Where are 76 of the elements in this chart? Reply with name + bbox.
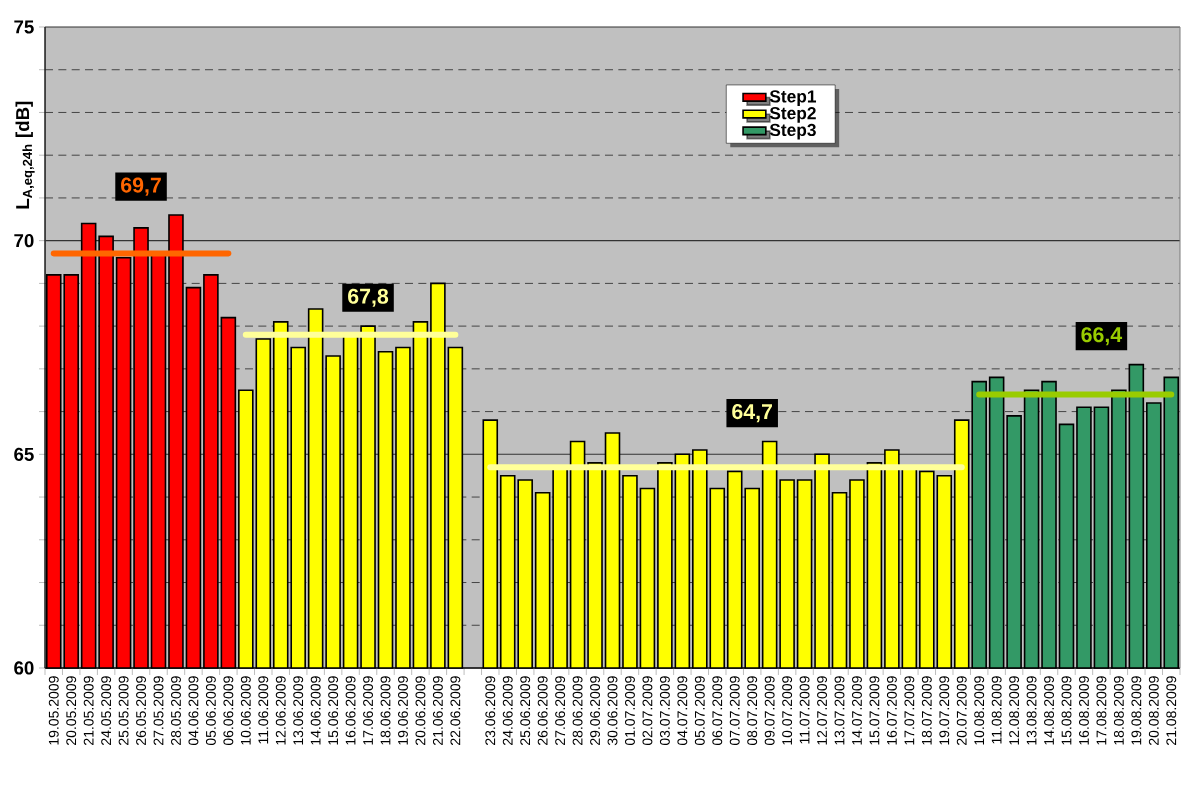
y-tick-label: 60	[14, 661, 34, 675]
x-tick-label: 05.06.2009	[205, 676, 216, 746]
x-tick-label: 19.06.2009	[398, 676, 408, 745]
x-tick-label: 27.06.2009	[555, 676, 566, 745]
x-tick-label: 24.05.2009	[101, 676, 112, 745]
x-tick-label: 20.05.2009	[66, 676, 77, 745]
x-tick-label: 27.05.2009	[153, 676, 164, 745]
legend-label: Step1	[769, 90, 817, 106]
x-tick-label: 17.07.2009	[904, 676, 915, 745]
data-label: 67,8	[348, 288, 389, 307]
x-tick-label: 29.06.2009	[590, 676, 600, 745]
x-tick-label: 06.07.2009	[712, 676, 723, 746]
x-tick-label: 18.07.2009	[921, 676, 932, 745]
x-tick-label: 19.05.2009	[48, 676, 59, 745]
x-tick-label: 01.07.2009	[625, 676, 635, 746]
x-tick-label: 11.08.2009	[991, 676, 1002, 744]
x-tick-label: 26.05.2009	[136, 676, 147, 745]
x-tick-label: 13.06.2009	[293, 676, 304, 745]
x-tick-label: 17.08.2009	[1096, 676, 1107, 745]
x-tick-label: 22.06.2009	[450, 676, 461, 745]
x-tick-label: 04.06.2009	[188, 676, 199, 746]
x-tick-label: 13.07.2009	[834, 676, 845, 745]
x-tick-label: 15.06.2009	[328, 676, 339, 745]
x-tick-label: 03.07.2009	[659, 676, 670, 746]
x-tick-label: 21.05.2009	[83, 676, 94, 745]
x-tick-label: 04.07.2009	[677, 676, 688, 746]
x-tick-label: 09.07.2009	[764, 676, 775, 746]
x-tick-label: 16.07.2009	[886, 676, 897, 745]
x-tick-label: 28.06.2009	[572, 676, 583, 745]
x-tick-label: 13.08.2009	[1026, 676, 1037, 745]
x-tick-label: 20.08.2009	[1148, 676, 1159, 745]
x-tick-label: 16.06.2009	[345, 676, 356, 745]
x-tick-label: 07.07.2009	[729, 676, 740, 746]
x-tick-label: 12.07.2009	[817, 676, 827, 745]
y-tick-label: 70	[14, 234, 34, 248]
data-label: 64,7	[732, 404, 772, 423]
x-tick-label: 25.06.2009	[520, 676, 531, 745]
y-axis-title: L$_{A,eq,24h}$ [dB]	[15, 101, 35, 209]
x-tick-label: 08.07.2009	[747, 676, 758, 746]
x-tick-label: 10.06.2009	[240, 676, 251, 745]
x-tick-label: 14.08.2009	[1044, 676, 1054, 745]
x-tick-label: 10.07.2009	[782, 676, 793, 745]
data-label: 66,4	[1081, 327, 1123, 346]
x-tick-label: 25.05.2009	[118, 676, 129, 745]
x-tick-label: 24.06.2009	[502, 676, 513, 745]
x-tick-label: 11.07.2009	[799, 676, 810, 744]
x-tick-label: 12.06.2009	[275, 676, 286, 745]
x-tick-label: 19.08.2009	[1131, 676, 1142, 745]
data-label: 69,7	[121, 177, 161, 196]
x-tick-label: 21.08.2009	[1166, 676, 1177, 745]
x-tick-label: 06.06.2009	[223, 676, 234, 746]
x-tick-label: 21.06.2009	[432, 676, 443, 745]
x-tick-label: 28.05.2009	[171, 676, 181, 745]
x-tick-label: 18.08.2009	[1113, 676, 1124, 745]
x-tick-label: 10.08.2009	[974, 676, 985, 745]
x-tick-label: 11.06.2009	[258, 676, 269, 744]
x-tick-label: 05.07.2009	[694, 676, 705, 746]
x-tick-label: 16.08.2009	[1079, 676, 1089, 745]
y-tick-label: 65	[14, 447, 34, 461]
x-tick-label: 19.07.2009	[939, 676, 950, 745]
legend-label: Step2	[769, 107, 816, 123]
x-tick-label: 18.06.2009	[380, 676, 391, 745]
x-tick-label: 23.06.2009	[485, 676, 496, 745]
x-tick-label: 15.08.2009	[1061, 676, 1072, 745]
x-tick-label: 20.07.2009	[956, 676, 967, 745]
x-tick-label: 20.06.2009	[415, 676, 426, 745]
legend-label: Step3	[769, 123, 816, 140]
x-tick-label: 30.06.2009	[607, 676, 618, 746]
x-tick-label: 12.08.2009	[1009, 676, 1020, 745]
y-tick-label: 75	[14, 20, 34, 34]
x-tick-label: 15.07.2009	[869, 676, 880, 745]
x-tick-label: 26.06.2009	[537, 676, 548, 745]
x-tick-label: 14.07.2009	[852, 676, 862, 745]
x-tick-label: 02.07.2009	[642, 676, 653, 746]
x-tick-label: 14.06.2009	[310, 676, 321, 745]
x-tick-label: 17.06.2009	[363, 676, 374, 745]
